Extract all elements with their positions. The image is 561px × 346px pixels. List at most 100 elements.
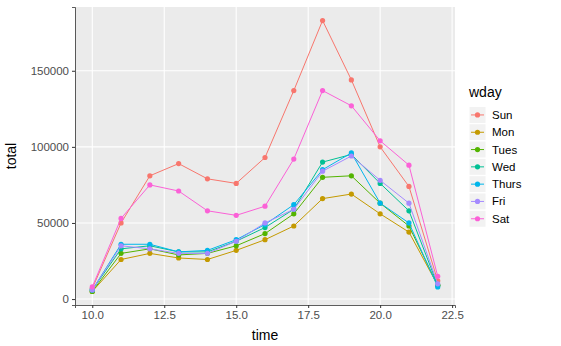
point (406, 163, 411, 168)
chart: 10.0 12.5 15.0 17.5 20.0 22.5 0 50000 100000 1500… (0, 0, 561, 346)
point (406, 201, 411, 206)
series-line (92, 154, 437, 289)
point (378, 201, 383, 206)
legend-key (469, 176, 486, 193)
tick-mark (72, 299, 75, 300)
point (320, 88, 325, 93)
series (90, 150, 441, 292)
tick-label: 12.5 (154, 309, 176, 321)
tick: 20.0 (369, 305, 391, 321)
legend-entry: Sat (469, 210, 510, 227)
tick-label: 20.0 (369, 309, 391, 321)
legend-entry: Fri (469, 193, 505, 210)
x-grid-line (92, 7, 93, 305)
tick-label: 0 (63, 293, 69, 305)
point (234, 181, 239, 186)
legend-label: Fri (492, 195, 505, 207)
point (262, 237, 267, 242)
series (90, 152, 441, 293)
tick: 50000 (37, 217, 75, 229)
tick: 17.5 (297, 305, 319, 321)
tick-mark (72, 147, 75, 148)
tick-mark (164, 305, 165, 308)
series (90, 173, 441, 294)
legend-marker (475, 112, 480, 117)
tick-label: 15.0 (226, 309, 248, 321)
legend-label: Mon (492, 126, 514, 138)
legend-key (469, 124, 486, 141)
point (320, 175, 325, 180)
point (378, 178, 383, 183)
point (176, 161, 181, 166)
point (147, 182, 152, 187)
point (176, 188, 181, 193)
point (378, 201, 383, 206)
axis-line (76, 306, 456, 309)
tick-label: 100000 (31, 141, 69, 153)
tick-mark (72, 223, 75, 224)
x-axis-title: time (252, 327, 279, 343)
point (378, 211, 383, 216)
point (349, 173, 354, 178)
series-line (92, 176, 437, 292)
y-axis: 0 50000 100000 150000 (31, 8, 76, 306)
point (205, 176, 210, 181)
point (291, 207, 296, 212)
point (205, 251, 210, 256)
legend-entry: Sun (469, 106, 512, 123)
legend-entry: Thurs (469, 176, 522, 193)
y-grid-line (75, 146, 455, 147)
legend-marker (475, 182, 480, 187)
tick: 10.0 (82, 305, 104, 321)
series-line (92, 91, 437, 287)
legend-label: Wed (492, 161, 515, 173)
tick: 15.0 (226, 305, 248, 321)
legend-key (469, 210, 486, 227)
point (320, 169, 325, 174)
point (234, 248, 239, 253)
legend-marker (475, 130, 480, 135)
point (118, 243, 123, 248)
tick: 150000 (31, 65, 75, 77)
point (435, 281, 440, 286)
point (320, 159, 325, 164)
point (147, 173, 152, 178)
legend-marker (475, 164, 480, 169)
point (205, 257, 210, 262)
x-axis: 10.0 12.5 15.0 17.5 20.0 22.5 (76, 305, 464, 321)
tick: 22.5 (441, 305, 463, 321)
point (262, 155, 267, 160)
point (291, 223, 296, 228)
point (378, 144, 383, 149)
point (291, 88, 296, 93)
legend-label: Tues (492, 144, 517, 156)
tick-mark (380, 305, 381, 308)
point (262, 204, 267, 209)
tick: 100000 (31, 141, 75, 153)
legend-key (469, 141, 486, 158)
point (205, 208, 210, 213)
legend: wdaySunMonTuesWedThursFriSat (468, 84, 522, 227)
tick-mark (92, 305, 93, 308)
tick-label: 22.5 (441, 309, 463, 321)
x-grid-line (380, 7, 381, 305)
point (234, 239, 239, 244)
legend-marker (475, 216, 480, 221)
point (90, 284, 95, 289)
y-grid-line (75, 299, 455, 300)
legend-key (469, 193, 486, 210)
legend-key (469, 158, 486, 175)
tick-label: 150000 (31, 65, 69, 77)
tick: 0 (63, 293, 75, 305)
point (262, 220, 267, 225)
series-line (92, 153, 437, 290)
legend-marker (475, 147, 480, 152)
point (205, 251, 210, 256)
series (90, 18, 441, 291)
point (118, 257, 123, 262)
point (234, 243, 239, 248)
tick-label: 50000 (37, 217, 69, 229)
point (320, 196, 325, 201)
x-grid-line (308, 7, 309, 305)
point (234, 239, 239, 244)
